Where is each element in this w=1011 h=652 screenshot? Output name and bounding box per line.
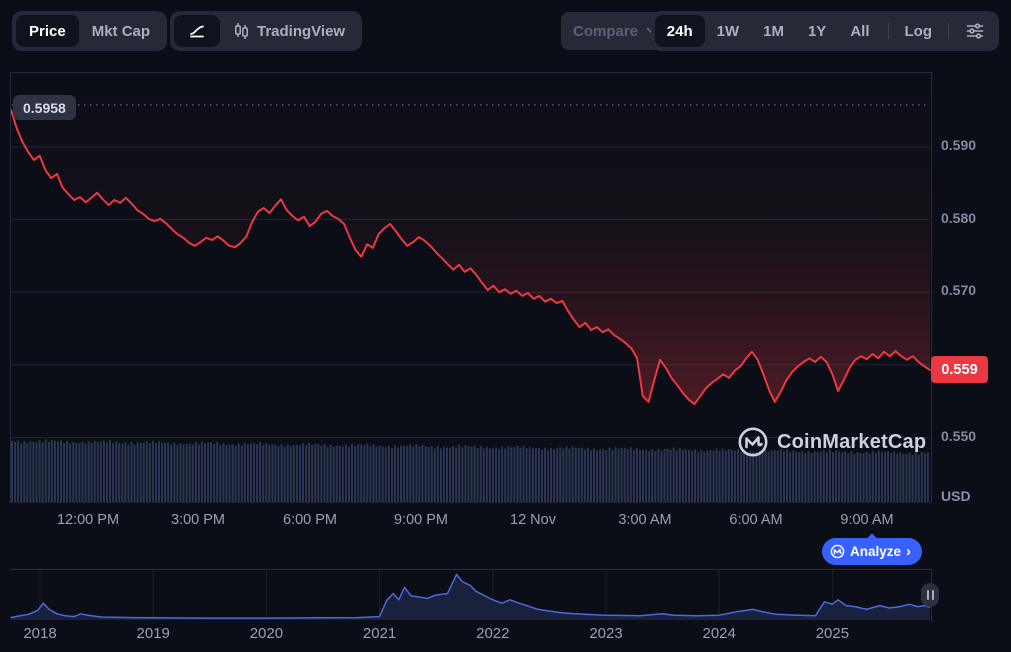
price-area-gradient — [11, 72, 930, 405]
coinmarketcap-watermark: CoinMarketCap — [737, 426, 926, 458]
handle-bar — [926, 590, 929, 600]
chevron-right-icon: › — [906, 542, 912, 560]
x-axis-tick: 12 Nov — [510, 512, 556, 528]
range-selector: 24h 1W 1M 1Y All Log — [650, 11, 999, 51]
y-axis-tick: 0.550 — [941, 427, 977, 444]
navigator-year-label: 2022 — [476, 625, 510, 642]
x-axis-tick: 9:00 PM — [394, 512, 448, 528]
x-axis-tick: 3:00 AM — [618, 512, 672, 528]
line-chart-icon — [190, 25, 204, 38]
divider — [887, 23, 889, 39]
price-mktcap-toggle: Price Mkt Cap — [12, 11, 168, 51]
log-scale-button[interactable]: Log — [895, 15, 943, 47]
mktcap-tab[interactable]: Mkt Cap — [79, 15, 163, 47]
history-navigator-plot[interactable] — [10, 569, 932, 622]
analyze-label: Analyze — [850, 544, 902, 559]
price-tab[interactable]: Price — [16, 15, 79, 47]
range-buttons: 24h 1W 1M 1Y All — [654, 15, 882, 47]
y-axis-tick: 0.590 — [941, 137, 977, 153]
range-button-all[interactable]: All — [838, 15, 881, 47]
history-area — [10, 574, 930, 620]
coinmarketcap-logo-icon — [738, 427, 768, 457]
analyze-button[interactable]: Analyze › — [822, 538, 923, 565]
handle-bar — [931, 590, 934, 600]
volume-strip — [11, 439, 929, 503]
tradingview-mode-button[interactable]: TradingView — [220, 15, 358, 47]
analyze-logo-icon — [830, 544, 845, 559]
x-axis-tick: 3:00 PM — [171, 512, 225, 528]
history-line — [10, 573, 931, 619]
navigator-year-label: 2019 — [136, 625, 170, 642]
navigator-year-label: 2024 — [702, 625, 736, 642]
price-line — [10, 109, 931, 406]
x-axis-tick: 9:00 AM — [840, 512, 894, 528]
navigator-drag-handle[interactable] — [921, 583, 939, 607]
watermark-text: CoinMarketCap — [777, 430, 927, 453]
candlestick-icon — [235, 23, 248, 39]
y-axis-tick: 0.580 — [941, 209, 977, 226]
chart-settings-button[interactable] — [955, 15, 995, 47]
chart-type-toggle: TradingView — [170, 11, 363, 51]
range-button-24h[interactable]: 24h — [654, 15, 705, 47]
range-button-1m[interactable]: 1M — [751, 15, 796, 47]
navigator-year-label: 2021 — [362, 625, 397, 642]
navigator-year-label: 2025 — [815, 625, 850, 642]
navigator-year-label: 2020 — [249, 625, 284, 642]
divider — [948, 23, 949, 39]
x-axis-tick: 6:00 AM — [729, 512, 783, 528]
current-price-badge: 0.559 — [931, 356, 988, 383]
price-chart-plot[interactable] — [10, 72, 932, 503]
y-axis-unit-label: USD — [941, 488, 971, 504]
navigator-year-label: 2023 — [589, 625, 623, 642]
tradingview-label: TradingView — [257, 22, 346, 40]
range-button-1y[interactable]: 1Y — [796, 15, 838, 47]
line-chart-mode-button[interactable] — [174, 15, 220, 47]
y-axis-tick: 0.570 — [941, 282, 977, 299]
x-axis-tick: 12:00 PM — [56, 512, 120, 528]
compare-label: Compare — [572, 22, 639, 40]
sliders-icon — [966, 23, 984, 39]
high-price-badge: 0.5958 — [13, 95, 76, 120]
range-button-1w[interactable]: 1W — [705, 15, 752, 47]
x-axis-tick: 6:00 PM — [283, 512, 337, 528]
plot-border — [10, 72, 932, 503]
navigator-year-label: 2018 — [23, 625, 57, 642]
